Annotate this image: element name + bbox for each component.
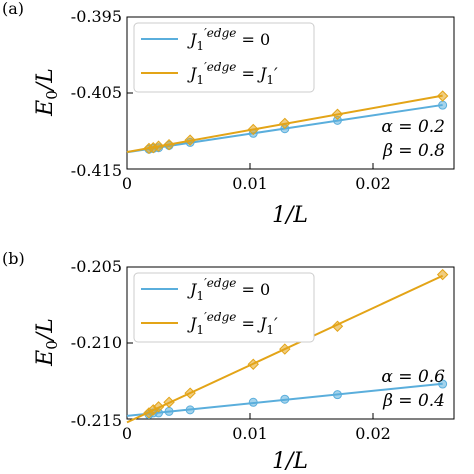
x-tick-label-b-2: 0.02 <box>355 424 391 443</box>
y-tick-label-b-mid: -0.210 <box>71 333 122 352</box>
panel-a: (a) -0.395 -0.405 -0.415 0 0.01 0.02 1/L… <box>2 0 455 228</box>
data-point-a-1-7 <box>331 108 344 120</box>
legend-b: J1′edge = 0 J1′edge = J1′ <box>133 272 315 343</box>
data-point-a-1-6 <box>279 117 291 130</box>
data-point-b-0-6 <box>280 394 290 404</box>
y-tick-label-a-top: -0.395 <box>71 7 122 26</box>
data-point-b-0-7 <box>332 390 342 400</box>
data-point-b-1-5 <box>247 358 259 370</box>
data-point-a-1-2 <box>152 140 165 152</box>
data-point-b-1-6 <box>279 343 291 355</box>
data-point-a-1-4 <box>184 134 196 146</box>
x-tick-label-a-0: 0 <box>122 174 132 193</box>
annotation-beta-b: β = 0.4 <box>382 391 445 411</box>
legend-box-b <box>133 272 315 343</box>
panel-label-b: (b) <box>2 249 25 268</box>
annotation-beta-a: β = 0.8 <box>382 141 445 161</box>
x-tick-label-b-0: 0 <box>122 424 132 443</box>
y-tick-label-a-mid: -0.405 <box>71 83 122 102</box>
legend-box-a <box>133 22 315 93</box>
annotation-alpha-b: α = 0.6 <box>381 367 445 387</box>
y-axis-title-b: E0/L <box>33 318 61 367</box>
data-point-b-1-2 <box>152 401 165 413</box>
annotation-alpha-a: α = 0.2 <box>381 117 445 137</box>
series-group-b <box>126 268 449 424</box>
data-point-b-1-8 <box>436 268 449 281</box>
x-tick-label-a-2: 0.02 <box>355 174 391 193</box>
data-point-b-1-7 <box>331 320 344 332</box>
panel-b: (b) -0.205 -0.210 -0.215 0 0.01 0.02 1/L… <box>2 249 455 474</box>
x-axis-title-b: 1/L <box>272 449 308 474</box>
data-point-a-1-8 <box>436 90 449 102</box>
data-point-b-0-8 <box>438 379 448 389</box>
y-tick-label-b-bottom: -0.215 <box>71 411 122 430</box>
x-tick-label-b-1: 0.01 <box>232 424 268 443</box>
x-tick-label-a-1: 0.01 <box>232 174 268 193</box>
x-axis-title-a: 1/L <box>272 203 308 228</box>
data-point-b-0-3 <box>164 406 174 416</box>
data-point-b-0-4 <box>185 405 195 415</box>
panel-label-a: (a) <box>2 0 24 18</box>
data-point-a-0-8 <box>438 100 448 110</box>
data-point-b-1-3 <box>163 396 175 408</box>
legend-a: J1′edge = 0 J1′edge = J1′ <box>133 22 315 93</box>
y-tick-label-b-top: -0.205 <box>71 257 122 276</box>
y-tick-label-a-bottom: -0.415 <box>71 161 122 180</box>
y-axis-title-a: E0/L <box>33 68 61 117</box>
data-point-b-1-4 <box>184 387 196 399</box>
data-point-a-1-3 <box>163 138 175 151</box>
data-point-a-1-5 <box>247 123 259 136</box>
data-point-b-0-5 <box>248 397 258 407</box>
series-group-a <box>126 90 449 155</box>
